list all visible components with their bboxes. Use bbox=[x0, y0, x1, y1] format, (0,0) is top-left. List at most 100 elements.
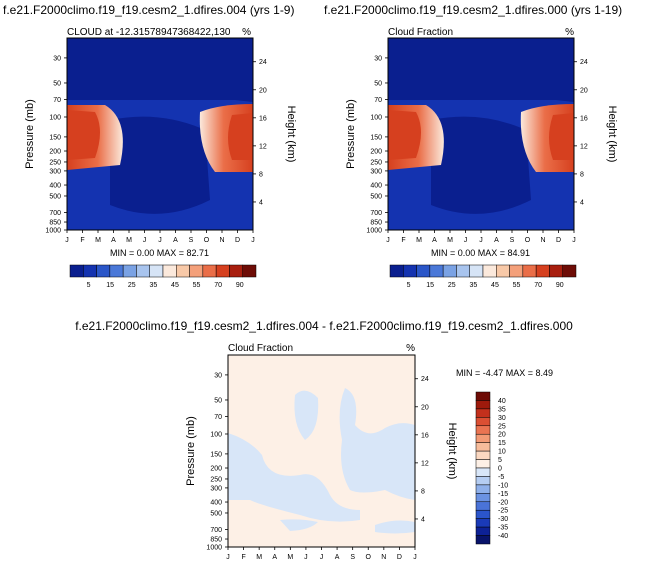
month-tick-label: J bbox=[65, 237, 69, 244]
colorbar-label: -10 bbox=[498, 482, 508, 489]
height-tick-label: 4 bbox=[259, 199, 263, 206]
pressure-tick-label: 150 bbox=[49, 134, 61, 141]
month-tick-label: M bbox=[126, 237, 132, 244]
panel-1-subtitle-right: % bbox=[242, 27, 251, 38]
colorbar-label: 55 bbox=[193, 282, 201, 289]
colorbar-swatch bbox=[562, 264, 577, 278]
height-tick-label: 8 bbox=[259, 171, 263, 178]
month-tick-label: J bbox=[251, 237, 255, 244]
colorbar-swatch bbox=[475, 391, 491, 401]
month-tick-label: D bbox=[235, 237, 240, 244]
panel-3-plot-area bbox=[227, 354, 416, 548]
pressure-tick-label: 300 bbox=[370, 168, 382, 175]
height-tick-label: 16 bbox=[259, 115, 267, 122]
colorbar-swatch bbox=[475, 433, 491, 443]
colorbar-swatch bbox=[162, 264, 177, 278]
colorbar-label: 70 bbox=[214, 282, 222, 289]
colorbar-swatch bbox=[96, 264, 111, 278]
colorbar-swatch bbox=[475, 484, 491, 494]
height-tick-label: 20 bbox=[259, 87, 267, 94]
pressure-tick-label: 30 bbox=[53, 55, 61, 62]
panel-2-subtitle-left: Cloud Fraction bbox=[388, 27, 453, 38]
colorbar-label: -40 bbox=[498, 533, 508, 540]
panel-3-stats: MIN = -4.47 MAX = 8.49 bbox=[456, 368, 553, 378]
panel-1-subtitle-left: CLOUD at -12.31578947368422,130 bbox=[67, 27, 231, 38]
pressure-tick-label: 100 bbox=[370, 114, 382, 121]
pressure-tick-label: 200 bbox=[210, 466, 222, 473]
pressure-tick-label: 200 bbox=[370, 149, 382, 156]
panel-1: f.e21.F2000climo.f19_f19.cesm2_1.dfires.… bbox=[3, 3, 297, 289]
pressure-tick-label: 70 bbox=[53, 97, 61, 104]
pressure-tick-label: 70 bbox=[374, 97, 382, 104]
month-tick-label: F bbox=[401, 237, 405, 244]
colorbar-swatch bbox=[242, 264, 257, 278]
colorbar-swatch bbox=[442, 264, 457, 278]
colorbar-swatch bbox=[136, 264, 150, 278]
height-tick-label: 12 bbox=[259, 143, 267, 150]
panel-3-title: f.e21.F2000climo.f19_f19.cesm2_1.dfires.… bbox=[75, 319, 573, 333]
month-tick-label: F bbox=[80, 237, 84, 244]
month-tick-label: A bbox=[432, 237, 437, 244]
panel-2-stats: MIN = 0.00 MAX = 84.91 bbox=[431, 248, 530, 258]
panel-1-title: f.e21.F2000climo.f19_f19.cesm2_1.dfires.… bbox=[3, 3, 294, 17]
colorbar-swatch bbox=[469, 264, 484, 278]
pressure-tick-label: 50 bbox=[214, 397, 222, 404]
pressure-tick-label: 400 bbox=[210, 500, 222, 507]
colorbar-swatch bbox=[522, 264, 537, 278]
month-tick-label: M bbox=[447, 237, 453, 244]
pressure-tick-label: 850 bbox=[210, 537, 222, 544]
colorbar-swatch bbox=[482, 264, 497, 278]
colorbar-label: 15 bbox=[498, 440, 506, 447]
pressure-tick-label: 400 bbox=[370, 183, 382, 190]
pressure-tick-label: 70 bbox=[214, 414, 222, 421]
colorbar-label: 25 bbox=[128, 282, 136, 289]
panel-3-ylabel: Pressure (mb) bbox=[185, 416, 197, 486]
colorbar-swatch bbox=[475, 417, 491, 427]
colorbar-swatch bbox=[475, 535, 491, 545]
pressure-tick-label: 150 bbox=[370, 134, 382, 141]
month-tick-label: O bbox=[204, 237, 210, 244]
month-tick-label: J bbox=[572, 237, 576, 244]
month-tick-label: A bbox=[173, 237, 178, 244]
pressure-tick-label: 100 bbox=[49, 114, 61, 121]
panel-3-negative-region-left bbox=[228, 433, 360, 522]
month-tick-label: A bbox=[272, 554, 277, 561]
panel-2-ylabel: Pressure (mb) bbox=[345, 99, 357, 169]
month-tick-label: A bbox=[494, 237, 499, 244]
colorbar-label: 35 bbox=[498, 406, 506, 413]
colorbar-swatch bbox=[189, 264, 204, 278]
colorbar-label: 5 bbox=[498, 457, 502, 464]
colorbar-label: 25 bbox=[498, 423, 506, 430]
colorbar-label: -15 bbox=[498, 491, 508, 498]
colorbar-label: 5 bbox=[87, 282, 91, 289]
month-tick-label: J bbox=[158, 237, 162, 244]
pressure-tick-label: 30 bbox=[374, 55, 382, 62]
month-tick-label: O bbox=[525, 237, 531, 244]
height-tick-label: 20 bbox=[580, 87, 588, 94]
colorbar-swatch bbox=[202, 264, 217, 278]
height-tick-label: 24 bbox=[421, 376, 429, 383]
colorbar-label: 90 bbox=[236, 282, 244, 289]
pressure-tick-label: 850 bbox=[49, 220, 61, 227]
pressure-tick-label: 700 bbox=[210, 527, 222, 534]
pressure-tick-label: 500 bbox=[370, 193, 382, 200]
colorbar-label: -35 bbox=[498, 525, 508, 532]
colorbar-swatch bbox=[475, 501, 491, 511]
panel-1-height-axis: 24 20 16 12 8 4 bbox=[253, 59, 267, 206]
pressure-tick-label: 700 bbox=[370, 210, 382, 217]
height-tick-label: 4 bbox=[580, 199, 584, 206]
month-tick-label: O bbox=[366, 554, 372, 561]
panel-2-colorbar: 5 15 25 35 45 55 70 90 bbox=[389, 264, 577, 289]
month-tick-label: D bbox=[397, 554, 402, 561]
month-tick-label: S bbox=[510, 237, 515, 244]
panel-2-plot-area bbox=[387, 37, 575, 231]
colorbar-label: 10 bbox=[498, 449, 506, 456]
height-tick-label: 24 bbox=[259, 59, 267, 66]
colorbar-swatch bbox=[475, 493, 491, 503]
month-tick-label: D bbox=[556, 237, 561, 244]
panel-2: f.e21.F2000climo.f19_f19.cesm2_1.dfires.… bbox=[324, 3, 622, 289]
panel-2-subtitle-right: % bbox=[565, 27, 574, 38]
pressure-tick-label: 1000 bbox=[366, 228, 382, 235]
